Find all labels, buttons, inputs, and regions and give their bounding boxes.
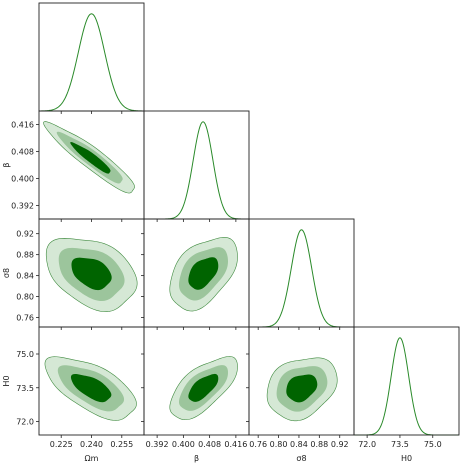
y-axis-label-H0: H0 <box>2 375 11 386</box>
x-tick-label-beta: 0.400 <box>172 440 195 449</box>
x-axis-label-sigma_8: σ8 <box>296 454 306 463</box>
x-axis-label-beta: β <box>194 454 199 463</box>
y-tick-label-beta: 0.392 <box>11 202 34 211</box>
pdf-panel-H0: 72.0 73.5 75.0 <box>353 326 460 449</box>
x-tick-label-sigma_8: 0.88 <box>310 440 328 449</box>
panel-frame <box>248 218 355 328</box>
panel-frame <box>353 326 460 436</box>
contour-panel-omega_m-H0: 0.225 0.240 0.255 72.0 73.5 75.0 <box>16 326 145 449</box>
contour-panel-beta-sigma_8 <box>141 218 250 330</box>
y-axis-label-sigma_8: σ8 <box>2 268 11 278</box>
x-tick-label-sigma_8: 0.84 <box>290 440 308 449</box>
x-tick-label-beta: 0.392 <box>146 440 169 449</box>
pdf-curve-beta <box>144 121 249 220</box>
contour-1sigma <box>286 374 318 403</box>
x-tick-label-omega_m: 0.225 <box>50 440 73 449</box>
x-tick-label-beta: 0.408 <box>198 440 221 449</box>
contour-1sigma <box>70 142 111 174</box>
y-tick-label-sigma_8: 0.80 <box>16 293 34 302</box>
contour-panel-omega_m-beta: 0.392 0.400 0.408 0.416 <box>11 110 145 222</box>
y-tick-label-sigma_8: 0.88 <box>16 251 34 260</box>
contour-1sigma <box>71 257 112 291</box>
y-tick-label-beta: 0.408 <box>11 148 34 157</box>
pdf-panel-sigma_8 <box>248 218 355 330</box>
pdf-panel-omega_m <box>38 2 145 114</box>
y-tick-label-sigma_8: 0.76 <box>16 314 34 323</box>
x-axis-label-omega_m: Ωm <box>85 454 99 463</box>
y-tick-label-beta: 0.416 <box>11 121 34 130</box>
x-tick-label-beta: 0.416 <box>224 440 247 449</box>
x-axis-label-H0: H0 <box>401 454 412 463</box>
x-tick-label-H0: 72.0 <box>358 440 376 449</box>
y-tick-label-beta: 0.400 <box>11 175 34 184</box>
x-tick-label-H0: 73.5 <box>391 440 409 449</box>
y-tick-label-sigma_8: 0.92 <box>16 230 34 239</box>
pdf-curve-sigma_8 <box>249 229 354 328</box>
y-tick-label-H0: 72.0 <box>16 418 34 427</box>
x-tick-label-omega_m: 0.240 <box>80 440 103 449</box>
y-axis-label-beta: β <box>2 162 11 167</box>
contour-panel-sigma_8-H0: 0.76 0.80 0.84 0.88 0.92 <box>246 326 355 449</box>
x-tick-label-sigma_8: 0.80 <box>270 440 288 449</box>
x-tick-label-sigma_8: 0.76 <box>249 440 267 449</box>
pdf-curve-H0 <box>354 337 459 436</box>
contour-1sigma <box>188 373 219 402</box>
x-tick-label-omega_m: 0.255 <box>110 440 133 449</box>
contour-1sigma <box>188 257 219 290</box>
contour-panel-beta-H0: 0.392 0.400 0.408 0.416 <box>141 326 250 449</box>
y-tick-label-H0: 75.0 <box>16 350 34 359</box>
x-tick-label-sigma_8: 0.92 <box>331 440 349 449</box>
y-tick-label-sigma_8: 0.84 <box>16 272 34 281</box>
panel-frame <box>38 2 145 112</box>
contour-1sigma <box>70 374 112 403</box>
x-tick-label-H0: 75.0 <box>424 440 442 449</box>
y-tick-label-H0: 73.5 <box>16 384 34 393</box>
panel-frame <box>143 110 250 220</box>
pdf-curve-omega_m <box>38 13 145 112</box>
contour-panel-omega_m-sigma_8: 0.76 0.80 0.84 0.88 0.92 <box>16 218 145 330</box>
pdf-panel-beta <box>143 110 250 222</box>
